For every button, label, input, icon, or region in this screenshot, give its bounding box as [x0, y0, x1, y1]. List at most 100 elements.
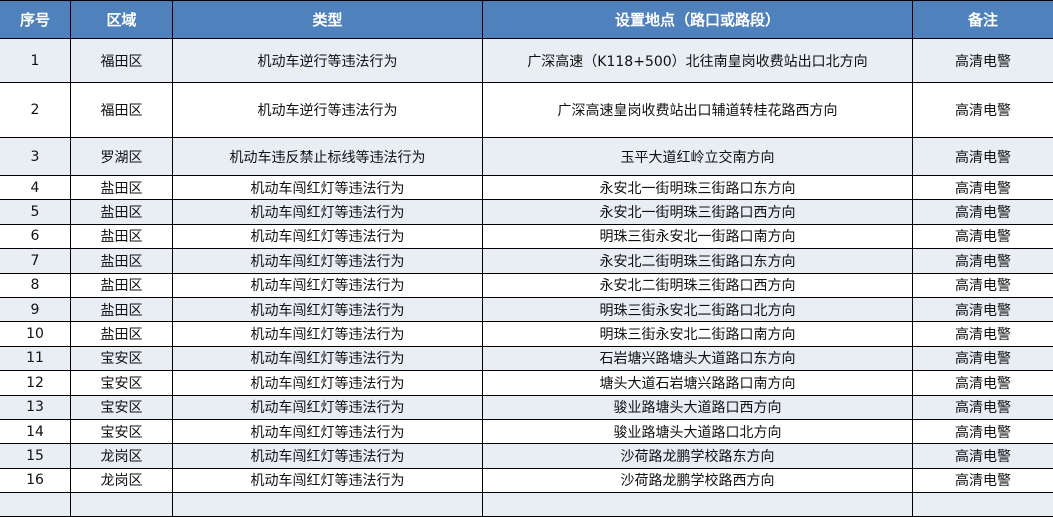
- cell-district: 宝安区: [71, 371, 173, 395]
- cell-location: 塘头大道石岩塘兴路路口南方向: [483, 371, 913, 395]
- header-index: 序号: [0, 1, 71, 39]
- cell-type: 机动车闯红灯等违法行为: [173, 224, 483, 248]
- table-row-partial: [0, 493, 1053, 517]
- cell-index: 16: [0, 468, 71, 492]
- cell-type: 机动车闯红灯等违法行为: [173, 395, 483, 419]
- cell-location: 广深高速（K118+500）北往南皇岗收费站出口北方向: [483, 39, 913, 83]
- cell-note: 高清电警: [913, 468, 1053, 492]
- cell-index: 3: [0, 138, 71, 176]
- header-type: 类型: [173, 1, 483, 39]
- cell-location: 明珠三街永安北二街路口北方向: [483, 297, 913, 321]
- cell-district: 龙岗区: [71, 468, 173, 492]
- cell-location: 广深高速皇岗收费站出口辅道转桂花路西方向: [483, 83, 913, 138]
- cell-index: 9: [0, 297, 71, 321]
- cell-location: 玉平大道红岭立交南方向: [483, 138, 913, 176]
- cell-district: 龙岗区: [71, 444, 173, 468]
- cell-district: 盐田区: [71, 176, 173, 200]
- empty-cell: [483, 493, 913, 517]
- cell-type: 机动车闯红灯等违法行为: [173, 176, 483, 200]
- cell-type: 机动车闯红灯等违法行为: [173, 419, 483, 443]
- empty-cell: [71, 493, 173, 517]
- cell-district: 宝安区: [71, 419, 173, 443]
- cell-district: 福田区: [71, 83, 173, 138]
- cell-location: 永安北二街明珠三街路口西方向: [483, 273, 913, 297]
- header-location: 设置地点（路口或路段）: [483, 1, 913, 39]
- cell-district: 宝安区: [71, 395, 173, 419]
- cell-note: 高清电警: [913, 200, 1053, 224]
- cell-note: 高清电警: [913, 322, 1053, 346]
- cell-district: 盐田区: [71, 224, 173, 248]
- cell-location: 石岩塘兴路塘头大道路口东方向: [483, 346, 913, 370]
- cell-index: 1: [0, 39, 71, 83]
- cell-note: 高清电警: [913, 176, 1053, 200]
- empty-cell: [913, 493, 1053, 517]
- cell-index: 8: [0, 273, 71, 297]
- cell-note: 高清电警: [913, 138, 1053, 176]
- cell-type: 机动车闯红灯等违法行为: [173, 249, 483, 273]
- empty-cell: [173, 493, 483, 517]
- cell-district: 宝安区: [71, 346, 173, 370]
- header-district: 区域: [71, 1, 173, 39]
- cell-index: 2: [0, 83, 71, 138]
- cell-type: 机动车闯红灯等违法行为: [173, 297, 483, 321]
- cell-location: 永安北一街明珠三街路口西方向: [483, 200, 913, 224]
- cell-district: 盐田区: [71, 322, 173, 346]
- cell-type: 机动车逆行等违法行为: [173, 83, 483, 138]
- cell-type: 机动车闯红灯等违法行为: [173, 273, 483, 297]
- cell-type: 机动车闯红灯等违法行为: [173, 322, 483, 346]
- cell-note: 高清电警: [913, 297, 1053, 321]
- cell-note: 高清电警: [913, 444, 1053, 468]
- cell-index: 5: [0, 200, 71, 224]
- cell-location: 沙荷路龙鹏学校路东方向: [483, 444, 913, 468]
- cell-type: 机动车闯红灯等违法行为: [173, 444, 483, 468]
- cell-note: 高清电警: [913, 83, 1053, 138]
- cell-note: 高清电警: [913, 371, 1053, 395]
- cell-location: 明珠三街永安北二街路口南方向: [483, 322, 913, 346]
- cell-type: 机动车闯红灯等违法行为: [173, 346, 483, 370]
- cell-type: 机动车闯红灯等违法行为: [173, 200, 483, 224]
- cell-note: 高清电警: [913, 346, 1053, 370]
- cell-index: 15: [0, 444, 71, 468]
- cell-type: 机动车违反禁止标线等违法行为: [173, 138, 483, 176]
- cell-note: 高清电警: [913, 273, 1053, 297]
- cell-index: 7: [0, 249, 71, 273]
- cell-type: 机动车逆行等违法行为: [173, 39, 483, 83]
- cell-index: 14: [0, 419, 71, 443]
- cell-index: 6: [0, 224, 71, 248]
- cell-index: 10: [0, 322, 71, 346]
- cell-district: 罗湖区: [71, 138, 173, 176]
- cell-district: 盐田区: [71, 297, 173, 321]
- cell-location: 骏业路塘头大道路口北方向: [483, 419, 913, 443]
- cell-type: 机动车闯红灯等违法行为: [173, 371, 483, 395]
- cell-note: 高清电警: [913, 39, 1053, 83]
- cell-type: 机动车闯红灯等违法行为: [173, 468, 483, 492]
- cell-location: 骏业路塘头大道路口西方向: [483, 395, 913, 419]
- cell-district: 盐田区: [71, 249, 173, 273]
- cell-note: 高清电警: [913, 249, 1053, 273]
- cell-location: 明珠三街永安北一街路口南方向: [483, 224, 913, 248]
- header-row: 序号 区域 类型 设置地点（路口或路段） 备注: [0, 1, 1053, 39]
- cell-district: 盐田区: [71, 273, 173, 297]
- cell-index: 13: [0, 395, 71, 419]
- cell-index: 12: [0, 371, 71, 395]
- cell-note: 高清电警: [913, 395, 1053, 419]
- cell-note: 高清电警: [913, 419, 1053, 443]
- cell-district: 福田区: [71, 39, 173, 83]
- empty-cell: [0, 493, 71, 517]
